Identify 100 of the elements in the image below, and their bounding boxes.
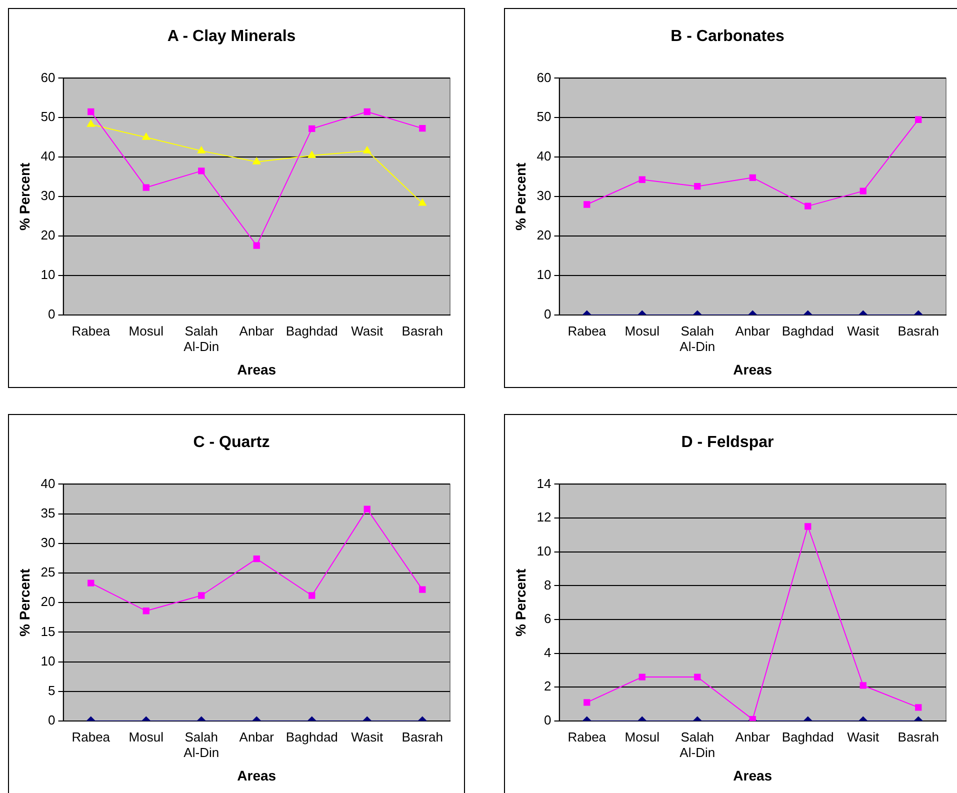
point	[142, 132, 150, 140]
x-tick-label: Anbar	[735, 323, 771, 338]
point	[860, 188, 866, 194]
x-tick-label: Rabea	[568, 323, 607, 338]
point	[252, 157, 261, 164]
x-tick-label: Wasit	[847, 323, 880, 338]
x-tick-label: Rabea	[72, 729, 111, 744]
y-tick-label: 50	[40, 109, 56, 124]
point	[88, 580, 94, 586]
y-tick-label: 40	[40, 148, 56, 164]
x-axis-title: Areas	[237, 767, 276, 784]
point	[142, 184, 150, 191]
point	[308, 125, 316, 132]
chart-title: D - Feldspar	[681, 434, 774, 452]
point	[253, 242, 260, 249]
y-tick-label: 5	[48, 682, 56, 698]
y-tick-label: 35	[40, 505, 56, 520]
y-tick-label: 20	[40, 228, 56, 243]
point	[915, 116, 922, 123]
x-tick-label: Anbar	[735, 729, 771, 744]
x-tick-label: Baghdad	[782, 323, 834, 338]
x-tick-label: Salah Al-Din	[184, 729, 220, 760]
y-tick-label: 30	[40, 188, 56, 204]
y-tick-label: 10	[536, 543, 552, 558]
y-axis-title: % Percent	[16, 162, 32, 230]
point	[694, 183, 701, 190]
chart-title: C - Quartz	[193, 434, 270, 452]
point	[804, 202, 812, 210]
y-tick-label: 30	[40, 534, 56, 550]
x-tick-label: Mosul	[128, 729, 164, 744]
point	[308, 151, 316, 158]
y-tick-label: 10	[536, 267, 552, 282]
x-tick-label: Basrah	[402, 729, 443, 744]
x-tick-label: Basrah	[402, 323, 443, 338]
x-tick-label: Baghdad	[286, 323, 338, 338]
y-tick-label: 12	[536, 510, 552, 525]
y-tick-label: 60	[40, 70, 56, 85]
y-axis-title: % Percent	[16, 568, 32, 636]
y-tick-label: 0	[544, 306, 552, 322]
x-axis-title: Areas	[733, 361, 772, 378]
x-tick-label: Mosul	[128, 323, 164, 338]
y-tick-label: 4	[544, 644, 552, 660]
y-tick-label: 0	[544, 712, 552, 728]
x-tick-label: Basrah	[898, 729, 939, 744]
y-tick-label: 20	[536, 228, 552, 243]
y-tick-label: 20	[40, 594, 56, 610]
x-axis-title: Areas	[733, 767, 772, 784]
point	[86, 120, 95, 127]
x-tick-label: Baghdad	[782, 729, 834, 744]
point	[142, 608, 150, 614]
point	[584, 201, 590, 208]
point	[88, 108, 94, 116]
y-axis-title: % Percent	[512, 568, 528, 636]
x-tick-label: Rabea	[72, 323, 111, 338]
point	[364, 108, 370, 116]
x-tick-label: Anbar	[239, 323, 275, 338]
x-tick-label: Wasit	[351, 323, 384, 338]
point	[419, 586, 426, 593]
y-tick-label: 0	[48, 306, 56, 322]
point	[198, 168, 205, 174]
y-tick-label: 15	[40, 624, 56, 639]
x-tick-label: Rabea	[568, 729, 607, 744]
x-tick-label: Salah Al-Din	[680, 729, 716, 760]
y-tick-label: 2	[544, 678, 552, 694]
point	[749, 174, 756, 181]
point	[419, 124, 426, 132]
x-axis-title: Areas	[237, 361, 276, 378]
chart-title: A - Clay Minerals	[167, 28, 296, 46]
y-tick-label: 14	[536, 476, 552, 491]
point	[197, 146, 206, 154]
point	[308, 592, 316, 599]
point	[364, 506, 370, 512]
point	[363, 146, 372, 154]
y-tick-label: 6	[544, 611, 552, 626]
y-tick-label: 60	[536, 70, 552, 85]
point	[418, 198, 426, 206]
y-axis-title: % Percent	[512, 162, 528, 230]
x-tick-label: Anbar	[239, 729, 275, 744]
x-tick-label: Wasit	[847, 729, 880, 744]
y-tick-label: 30	[536, 188, 552, 204]
point	[253, 555, 260, 562]
x-tick-label: Mosul	[624, 323, 660, 338]
y-tick-label: 25	[40, 564, 56, 580]
chart-title: B - Carbonates	[670, 28, 784, 46]
y-tick-label: 10	[40, 267, 56, 282]
x-tick-label: Basrah	[898, 323, 939, 338]
point	[804, 523, 812, 530]
y-tick-label: 40	[536, 148, 552, 164]
y-tick-label: 50	[536, 109, 552, 124]
x-tick-label: Salah Al-Din	[680, 323, 716, 354]
y-tick-label: 0	[48, 712, 56, 728]
x-tick-label: Salah Al-Din	[184, 323, 220, 354]
y-tick-label: 8	[544, 577, 552, 592]
x-tick-label: Wasit	[351, 729, 384, 744]
point	[638, 176, 646, 183]
x-tick-label: Mosul	[624, 729, 660, 744]
y-tick-label: 10	[40, 653, 56, 668]
y-tick-label: 40	[40, 476, 56, 491]
point	[198, 592, 205, 599]
x-tick-label: Baghdad	[286, 729, 338, 744]
